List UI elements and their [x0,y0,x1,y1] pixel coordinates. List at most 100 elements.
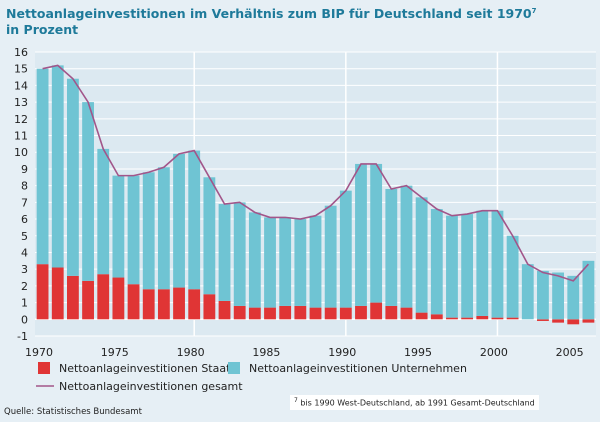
bar-staat [82,280,94,320]
bar-unternehmen [385,188,398,306]
bar-staat [279,305,292,320]
legend-label: Nettoanlageinvestitionen Staat [59,362,231,375]
bar-unternehmen [339,190,352,308]
bar-staat [415,312,428,320]
x-tick-label: 1975 [101,346,129,359]
y-tick-label: 10 [14,146,28,159]
bar-unternehmen [415,197,428,313]
title-footnote-marker: 7 [531,7,537,15]
y-tick-label: 11 [14,130,28,143]
bar-unternehmen [355,163,367,306]
title-line-2: in Prozent [6,22,79,38]
y-tick-label: 7 [21,196,28,209]
bar-unternehmen [461,214,474,318]
x-tick-label: 1990 [328,346,356,359]
bar-staat [233,305,246,320]
bar-staat [476,315,489,320]
bar-unternehmen [264,217,276,308]
y-tick-label: 16 [14,46,28,59]
line-layer [42,64,590,282]
bar-unternehmen [567,275,580,320]
bar-unternehmen [248,212,261,308]
y-tick-label: 6 [21,213,28,226]
bar-unternehmen [157,167,170,290]
bar-unternehmen [324,205,337,308]
y-tick-label: 1 [21,297,28,310]
bar-unternehmen [430,209,443,315]
bar-unternehmen [506,235,519,318]
bar-staat [324,307,337,320]
bar-unternehmen [66,78,79,276]
bar-layer [36,65,595,325]
y-tick-label: 15 [14,63,28,76]
bar-staat [506,317,519,320]
bar-unternehmen [491,210,504,318]
bar-unternehmen [82,102,94,281]
bar-staat [97,274,110,320]
y-tick-label: 5 [21,230,28,243]
y-tick-label: 12 [14,113,28,126]
x-tick-label: 1980 [177,346,205,359]
legend-label: Nettoanlageinvestitionen gesamt [59,380,243,393]
x-tick-label: 1995 [404,346,432,359]
bar-staat [339,307,352,320]
bar-unternehmen [476,210,489,316]
bar-unternehmen [552,272,565,320]
bar-staat [430,314,443,320]
bar-staat [127,284,140,320]
bar-staat [248,307,261,320]
y-tick-label: -1 [17,330,28,343]
bar-staat [188,289,201,320]
bar-staat [173,287,185,320]
legend-label: Nettoanlageinvestitionen Unternehmen [249,362,467,375]
y-tick-label: 3 [21,263,28,276]
bar-staat [294,305,307,320]
bar-unternehmen [233,202,246,306]
bar-unternehmen [203,177,216,295]
bar-staat [537,319,549,321]
bar-staat [51,267,64,320]
legend: Nettoanlageinvestitionen Staat Nettoanlag… [36,362,467,393]
footnote-marker: 7 [294,397,298,404]
legend-swatch-staat [38,362,50,374]
bar-unternehmen [36,68,49,265]
x-tick-label: 2005 [556,346,584,359]
bar-unternehmen [127,175,140,285]
bar-staat [552,319,565,323]
bar-unternehmen [446,215,458,318]
bar-unternehmen [309,215,322,308]
y-tick-label: 13 [14,96,28,109]
x-tick-label: 1985 [252,346,280,359]
bar-staat [203,294,216,320]
bar-staat [400,307,413,320]
y-tick-label: 8 [21,180,28,193]
bar-unternehmen [173,153,185,288]
bar-unternehmen [188,150,201,290]
y-tick-label: 9 [21,163,28,176]
x-tick-label: 1970 [25,346,53,359]
bar-unternehmen [521,264,534,320]
bar-unternehmen [400,185,413,308]
bar-unternehmen [97,148,110,275]
footnote-text: bis 1990 West-Deutschland, ab 1991 Gesam… [300,398,535,408]
x-tick-label: 2000 [480,346,508,359]
bar-staat [112,277,125,320]
bar-staat [491,317,504,320]
bar-unternehmen [537,270,549,320]
bar-unternehmen [370,163,383,303]
bar-staat [66,275,79,320]
bar-unternehmen [582,260,595,320]
bar-staat [355,305,367,320]
bar-unternehmen [112,175,125,278]
bar-staat [385,305,398,320]
bar-unternehmen [142,172,155,290]
bar-staat [36,264,49,320]
title-line-1: Nettoanlageinvestitionen im Verhältnis z… [6,6,532,22]
bar-staat [264,307,276,320]
bar-unternehmen [51,65,64,268]
bar-staat [218,300,231,320]
y-tick-label: 2 [21,280,28,293]
source-note: Quelle: Statistisches Bundesamt [4,407,142,417]
